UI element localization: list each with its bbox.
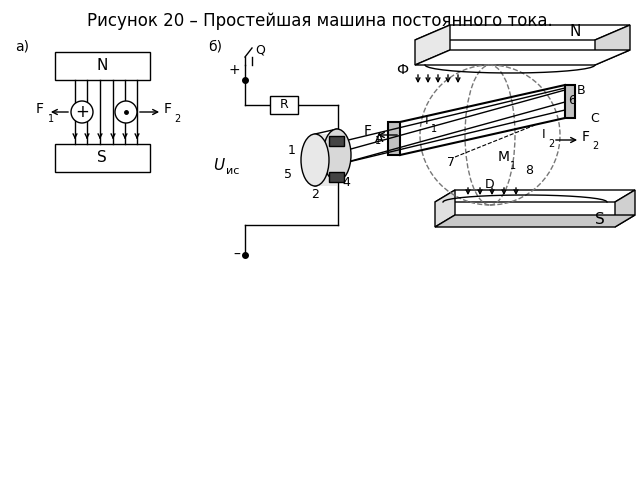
Text: I: I	[541, 129, 545, 142]
Text: б): б)	[208, 40, 222, 54]
Bar	[315, 134, 337, 186]
Text: 1: 1	[431, 124, 437, 134]
Bar	[55, 144, 150, 172]
Text: $U$: $U$	[213, 157, 226, 173]
Text: B: B	[577, 84, 586, 96]
Bar	[270, 96, 298, 114]
Polygon shape	[388, 122, 400, 155]
Text: 1: 1	[48, 114, 54, 124]
Polygon shape	[435, 190, 455, 227]
Ellipse shape	[301, 134, 329, 186]
Text: 3: 3	[340, 135, 348, 148]
Text: Рисунок 20 – Простейшая машина постоянного тока.: Рисунок 20 – Простейшая машина постоянно…	[87, 12, 553, 30]
Text: 1: 1	[375, 136, 381, 146]
Bar	[55, 52, 150, 80]
Text: 2: 2	[592, 141, 598, 151]
Text: S: S	[97, 149, 107, 165]
Text: Q: Q	[255, 44, 265, 57]
Text: N: N	[570, 24, 580, 39]
Ellipse shape	[323, 129, 351, 181]
Polygon shape	[615, 190, 635, 227]
Text: 4: 4	[342, 176, 350, 189]
Text: 7: 7	[447, 156, 455, 168]
Polygon shape	[435, 190, 635, 202]
Text: R: R	[280, 98, 289, 111]
Text: +: +	[228, 63, 240, 77]
Polygon shape	[415, 25, 630, 40]
Text: 2: 2	[548, 139, 554, 149]
Text: F: F	[582, 130, 590, 144]
Text: а): а)	[15, 40, 29, 54]
Text: N: N	[96, 58, 108, 72]
Text: F: F	[364, 124, 372, 138]
Polygon shape	[415, 25, 450, 65]
Bar	[329, 172, 344, 182]
Text: –: –	[233, 248, 240, 262]
Bar	[329, 136, 344, 146]
Text: S: S	[595, 213, 605, 228]
Text: 8: 8	[525, 164, 533, 177]
Text: I: I	[425, 113, 429, 127]
Text: 1: 1	[288, 144, 296, 156]
Text: +: +	[75, 103, 89, 121]
Text: A: A	[374, 132, 383, 144]
Text: ис: ис	[226, 166, 239, 176]
Polygon shape	[435, 215, 635, 227]
Circle shape	[115, 101, 137, 123]
Text: M: M	[498, 150, 510, 164]
Text: 1: 1	[510, 161, 516, 171]
Text: D: D	[485, 178, 495, 191]
Text: Ф: Ф	[396, 63, 408, 77]
Circle shape	[71, 101, 93, 123]
Text: 2: 2	[174, 114, 180, 124]
Text: 6: 6	[568, 94, 576, 107]
Text: F: F	[36, 102, 44, 116]
Text: F: F	[164, 102, 172, 116]
Polygon shape	[565, 85, 575, 118]
Polygon shape	[415, 50, 630, 65]
Text: 2: 2	[311, 188, 319, 201]
Text: C: C	[590, 111, 599, 124]
Polygon shape	[595, 25, 630, 65]
Text: 5: 5	[284, 168, 292, 181]
